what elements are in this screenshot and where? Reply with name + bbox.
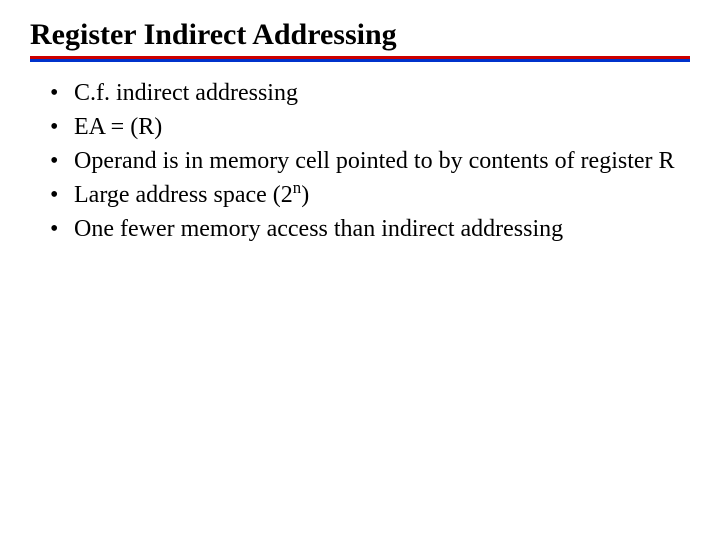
bullet-text: One fewer memory access than indirect ad… <box>74 216 563 242</box>
bullet-text: C.f. indirect addressing <box>74 80 298 106</box>
list-item: Operand is in memory cell pointed to by … <box>50 146 690 176</box>
bullet-text: Operand is in memory cell pointed to by … <box>74 148 675 174</box>
bullet-text: Large address space (2n) <box>74 182 309 208</box>
list-item: Large address space (2n) <box>50 180 690 210</box>
bullet-text: EA = (R) <box>74 114 162 140</box>
list-item: EA = (R) <box>50 112 690 142</box>
bullet-list: C.f. indirect addressing EA = (R) Operan… <box>30 78 690 244</box>
title-underline <box>30 56 690 62</box>
list-item: C.f. indirect addressing <box>50 78 690 108</box>
slide-title: Register Indirect Addressing <box>30 18 690 54</box>
list-item: One fewer memory access than indirect ad… <box>50 214 690 244</box>
rule-blue <box>30 59 690 62</box>
slide: Register Indirect Addressing C.f. indire… <box>0 0 720 540</box>
